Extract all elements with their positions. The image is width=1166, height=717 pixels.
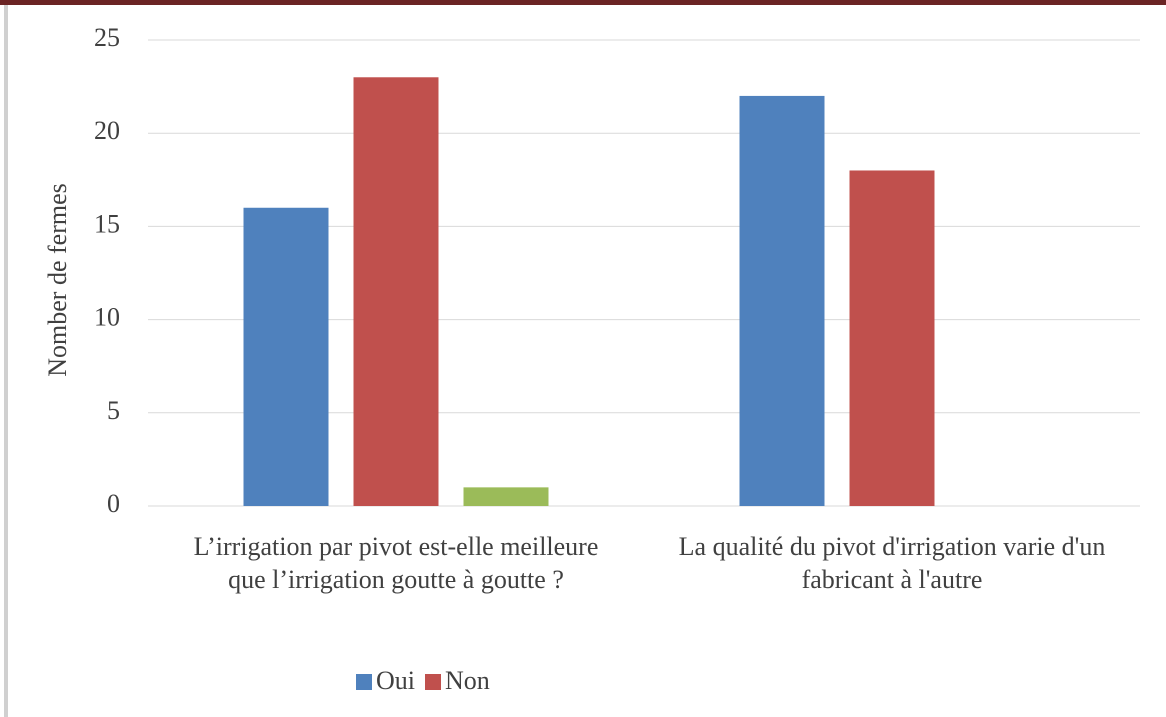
- y-tick-label: 15: [94, 209, 120, 238]
- y-tick-label: 10: [94, 303, 120, 332]
- y-axis-title: Nomber de fermes: [43, 183, 72, 376]
- x-tick-label: L’irrigation par pivot est-elle meilleur…: [193, 532, 599, 594]
- top-border: [0, 0, 1166, 5]
- legend-label: Non: [445, 666, 490, 695]
- legend-swatch: [356, 674, 372, 690]
- bar: [353, 77, 439, 506]
- legend-label: Oui: [376, 666, 415, 695]
- y-tick-label: 0: [107, 489, 120, 518]
- bar: [849, 170, 935, 507]
- x-tick-label: La qualité du pivot d'irrigation varie d…: [678, 532, 1106, 594]
- y-tick-label: 25: [94, 23, 120, 52]
- y-tick-label: 20: [94, 116, 120, 145]
- bar: [739, 95, 825, 507]
- bar: [243, 207, 329, 506]
- y-tick-label: 5: [107, 396, 120, 425]
- bar: [463, 487, 549, 506]
- legend-swatch: [425, 674, 441, 690]
- left-border: [4, 5, 8, 717]
